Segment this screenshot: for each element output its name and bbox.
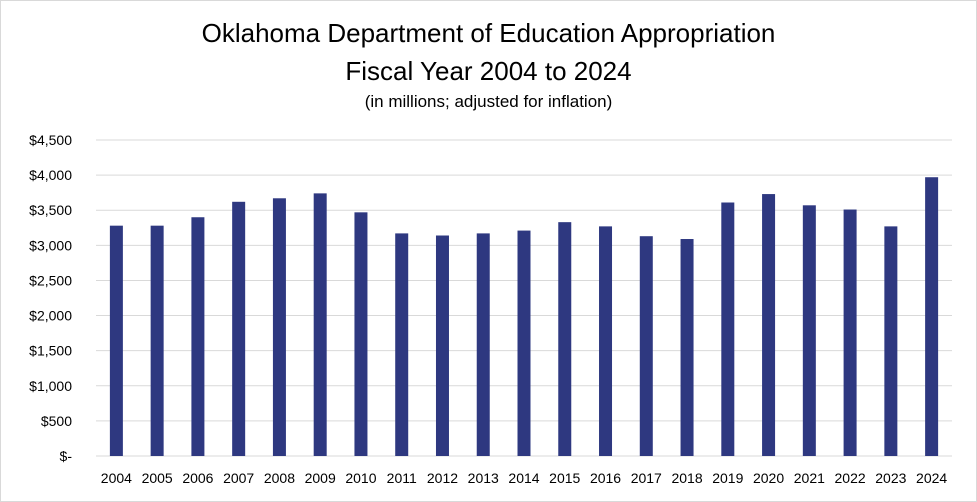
bar-2019	[721, 202, 735, 456]
bar-2017	[639, 236, 653, 456]
y-tick-label: $1,000	[29, 378, 72, 394]
x-axis-tick-labels: 2004 2005 2006 2007 2008 2009 2010 2011 2012 2013…	[101, 470, 948, 486]
bar-2013	[476, 233, 490, 456]
y-axis-tick-labels: $- $500 $1,000 $1,500 $2,000 $2,500 $3,000 $3,5…	[29, 132, 72, 464]
bar-2016	[599, 226, 613, 456]
y-tick-label: $4,000	[29, 167, 72, 183]
bar-2022	[843, 209, 857, 456]
y-tick-label: $500	[41, 413, 72, 429]
bar-2020	[762, 194, 776, 456]
y-tick-label: $-	[60, 448, 73, 464]
bar-2012	[435, 235, 449, 456]
x-tick-label: 2011	[387, 470, 417, 486]
bar-2010	[354, 212, 368, 456]
bar-2011	[395, 233, 409, 456]
x-tick-label: 2017	[631, 470, 662, 486]
chart-note: (in millions; adjusted for inflation)	[364, 92, 613, 111]
bar-2006	[191, 217, 205, 456]
bar-2023	[884, 226, 898, 456]
x-tick-label: 2010	[345, 470, 376, 486]
y-tick-label: $2,500	[29, 272, 72, 288]
y-tick-label: $2,000	[29, 308, 72, 324]
y-tick-label: $4,500	[29, 132, 72, 148]
x-tick-label: 2009	[305, 470, 336, 486]
x-tick-label: 2014	[508, 470, 539, 486]
y-tick-label: $3,500	[29, 202, 72, 218]
y-tick-label: $1,500	[29, 343, 72, 359]
chart-subtitle: Fiscal Year 2004 to 2024	[345, 56, 632, 86]
x-tick-label: 2016	[590, 470, 621, 486]
x-tick-label: 2004	[101, 470, 132, 486]
bar-2007	[232, 201, 246, 456]
bar-2004	[109, 225, 123, 456]
bars	[109, 177, 939, 457]
x-tick-label: 2007	[223, 470, 254, 486]
x-tick-label: 2012	[427, 470, 458, 486]
bar-2024	[925, 177, 939, 456]
x-tick-label: 2005	[142, 470, 173, 486]
y-tick-label: $3,000	[29, 237, 72, 253]
bar-2009	[313, 193, 327, 456]
x-tick-label: 2006	[182, 470, 213, 486]
x-tick-label: 2015	[549, 470, 580, 486]
x-tick-label: 2019	[712, 470, 743, 486]
bar-2008	[272, 198, 286, 457]
x-tick-label: 2023	[875, 470, 906, 486]
bar-2021	[802, 205, 816, 456]
x-tick-label: 2018	[671, 470, 702, 486]
chart-title: Oklahoma Department of Education Appropr…	[201, 18, 776, 48]
bar-2005	[150, 225, 164, 456]
x-tick-label: 2021	[794, 470, 825, 486]
x-tick-label: 2013	[468, 470, 499, 486]
x-tick-label: 2024	[916, 470, 947, 486]
bar-2014	[517, 230, 531, 456]
bar-2018	[680, 239, 694, 456]
bar-2015	[558, 222, 572, 456]
x-tick-label: 2008	[264, 470, 295, 486]
x-tick-label: 2022	[835, 470, 866, 486]
x-tick-label: 2020	[753, 470, 784, 486]
